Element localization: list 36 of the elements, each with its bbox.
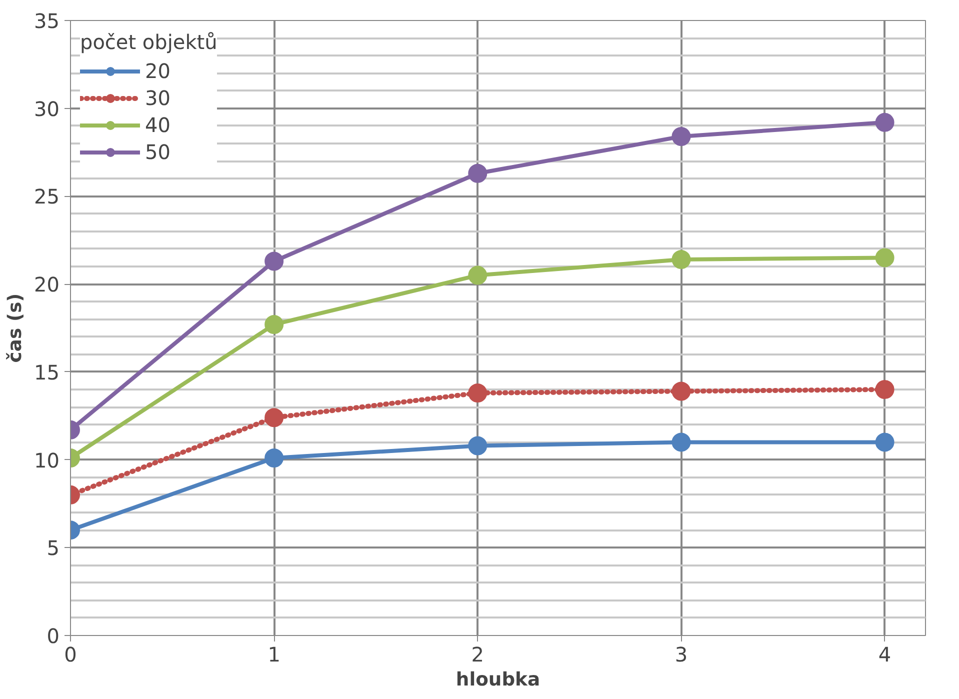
x-tick-label: 3 xyxy=(674,642,688,666)
point xyxy=(264,252,284,271)
legend-title: počet objektů xyxy=(80,30,218,54)
x-axis-title: hloubka xyxy=(456,670,540,690)
legend-label: 50 xyxy=(145,140,170,164)
y-tick-label: 10 xyxy=(34,448,60,472)
point xyxy=(875,380,894,399)
y-tick-label: 20 xyxy=(34,272,60,297)
y-tick-label: 0 xyxy=(46,624,60,648)
point xyxy=(875,248,894,268)
y-tick-label: 30 xyxy=(34,96,60,121)
point xyxy=(875,112,894,132)
point xyxy=(672,432,691,452)
point xyxy=(264,315,284,334)
y-tick-label: 35 xyxy=(34,9,60,33)
point xyxy=(468,164,488,183)
x-tick-label: 4 xyxy=(878,642,892,666)
legend-label: 20 xyxy=(145,59,170,83)
y-axis-title: čas (s) xyxy=(5,293,26,363)
point xyxy=(468,436,488,456)
x-tick-label: 0 xyxy=(64,642,77,666)
point xyxy=(468,384,488,402)
legend-label: 40 xyxy=(145,113,170,137)
point xyxy=(264,448,284,468)
point xyxy=(672,382,691,401)
y-tick-label: 15 xyxy=(34,360,60,384)
x-tick-label: 2 xyxy=(471,642,484,666)
point xyxy=(875,432,894,452)
x-tick-label: 1 xyxy=(268,642,280,666)
y-tick-label: 25 xyxy=(34,184,60,209)
point xyxy=(264,408,284,428)
legend-label: 30 xyxy=(145,86,170,110)
point xyxy=(672,250,691,269)
point xyxy=(468,266,488,285)
y-tick-label: 5 xyxy=(46,536,60,560)
point xyxy=(672,126,691,146)
